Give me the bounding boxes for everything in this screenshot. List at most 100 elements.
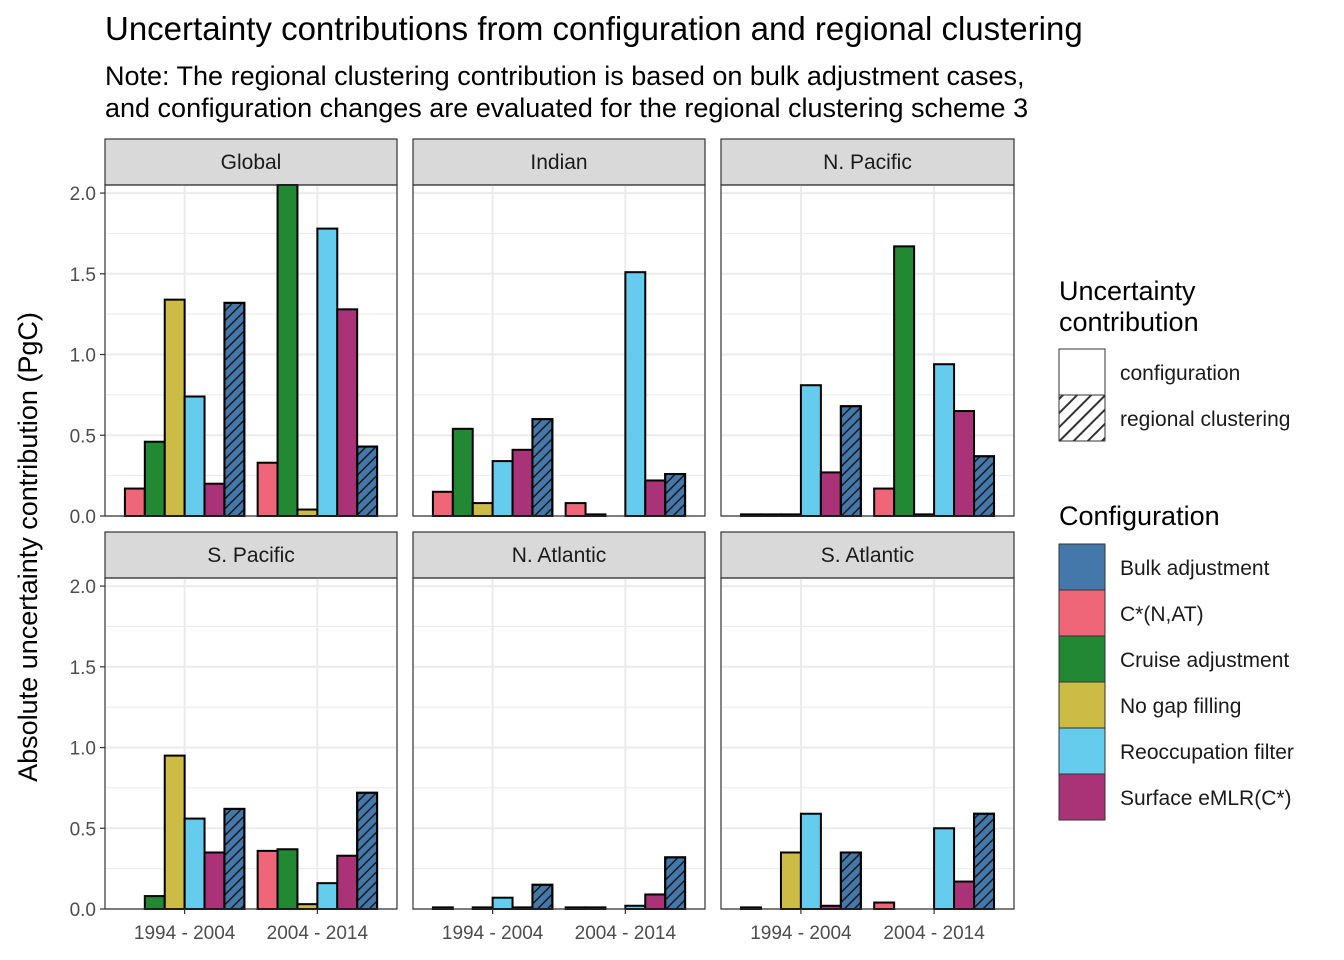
- bar-cruise-adjustment-first-period: [143, 895, 166, 911]
- bar-reoccupation-filter-second-period: [624, 271, 647, 517]
- y-axis-title: Absolute uncertainty contribution (PgC): [13, 312, 43, 782]
- bar-cruise-adjustment-second-period: [893, 245, 916, 517]
- hatch-overlay: [664, 473, 687, 517]
- hatch-overlay: [973, 812, 996, 910]
- hatch-overlay: [839, 405, 862, 517]
- legend-swatch-reoccupation-filter: [1058, 727, 1106, 775]
- bar-c-n-at-second-period: [256, 461, 279, 517]
- bar-no-gap-filling-second-period: [296, 508, 319, 518]
- panel-n-pacific: N. Pacific: [720, 138, 1015, 518]
- facet-strip: [104, 138, 398, 186]
- bar-surface-emlr-c-first-period: [819, 471, 842, 517]
- y-tick-label: 2.0: [70, 184, 96, 205]
- bar-c-n-at-first-period: [123, 487, 146, 517]
- bar-reoccupation-filter-first-period: [491, 460, 514, 518]
- panel-border: [412, 184, 706, 517]
- hatch-overlay: [531, 418, 554, 517]
- legend-label-no-gap-filling: No gap filling: [1120, 695, 1241, 718]
- hatch-overlay: [356, 445, 379, 518]
- bar-reoccupation-filter-first-period: [183, 817, 206, 911]
- x-tick-label: 2004 - 2014: [575, 923, 677, 944]
- y-tick-label: 2.0: [70, 577, 96, 598]
- panel-border: [412, 577, 706, 910]
- bar-c-n-at-second-period: [873, 901, 896, 910]
- bar-reoccupation-filter-first-period: [799, 812, 822, 910]
- legend-label-regional-clustering: regional clustering: [1120, 408, 1290, 431]
- panel-border: [104, 184, 398, 517]
- bar-no-gap-filling-first-period: [163, 754, 186, 910]
- bar-reoccupation-filter-first-period: [183, 395, 206, 517]
- legend-key-hatch: [1058, 394, 1106, 442]
- facet-label: Global: [221, 151, 282, 174]
- bar-surface-emlr-c-second-period: [336, 854, 359, 911]
- chart-title: Uncertainty contributions from configura…: [105, 10, 1083, 47]
- bar-reoccupation-filter-second-period: [316, 227, 339, 517]
- bar-cruise-adjustment-second-period: [276, 848, 299, 911]
- legend-label-configuration: configuration: [1120, 362, 1240, 385]
- panel-n-atlantic: N. Atlantic 1994 - 2004 2004 - 2014: [412, 531, 706, 944]
- bar-surface-emlr-c-first-period: [511, 448, 534, 517]
- hatch-overlay: [664, 856, 687, 911]
- hatch-overlay: [531, 883, 554, 911]
- panel-s-atlantic: S. Atlantic 1994 - 2004 2004 - 2014: [720, 531, 1015, 944]
- bar-no-gap-filling-first-period: [471, 502, 494, 517]
- legend-label-bulk-adjustment: Bulk adjustment: [1120, 557, 1270, 580]
- panel-border: [104, 577, 398, 910]
- legend-title-uncertainty: contribution: [1059, 307, 1199, 337]
- bar-surface-emlr-c-first-period: [203, 851, 226, 910]
- facet-label: Indian: [530, 151, 587, 174]
- bar-c-n-at-second-period: [564, 502, 587, 517]
- facet-label: N. Atlantic: [512, 544, 607, 567]
- x-tick-label: 1994 - 2004: [442, 923, 544, 944]
- bar-reoccupation-filter-second-period: [933, 827, 956, 911]
- legend-swatch-surface-emlr-c: [1058, 773, 1106, 821]
- facet-strip: [412, 531, 706, 579]
- bar-no-gap-filling-first-period: [163, 298, 186, 518]
- bar-reoccupation-filter-first-period: [491, 896, 514, 911]
- legend-swatch-no-gap-filling: [1058, 681, 1106, 729]
- bar-surface-emlr-c-second-period: [336, 308, 359, 518]
- bar-c-n-at-second-period: [256, 849, 279, 910]
- hatch-overlay: [973, 455, 996, 518]
- bar-c-n-at-second-period: [873, 487, 896, 517]
- bar-surface-emlr-c-second-period: [644, 893, 667, 911]
- legend-swatch-c-n-at: [1058, 589, 1106, 637]
- bar-no-gap-filling-first-period: [779, 851, 802, 910]
- legend-label-cruise-adjustment: Cruise adjustment: [1120, 649, 1289, 672]
- y-tick-label: 1.0: [70, 346, 96, 367]
- y-tick-label: 0.5: [70, 426, 96, 447]
- legend-label-c-n-at: C*(N,AT): [1120, 603, 1204, 626]
- hatch-overlay: [223, 301, 246, 517]
- legend-swatch-bulk-adjustment: [1058, 543, 1106, 591]
- y-tick-label: 1.0: [70, 739, 96, 760]
- chart-subtitle: Note: The regional clustering contributi…: [105, 60, 1028, 124]
- y-tick-label: 1.5: [70, 265, 96, 286]
- legend-title-uncertainty: Uncertainty: [1059, 276, 1196, 306]
- x-tick-label: 2004 - 2014: [267, 923, 369, 944]
- hatch-overlay: [223, 807, 246, 911]
- subtitle-line-2: and configuration changes are evaluated …: [105, 93, 1029, 123]
- bar-no-gap-filling-second-period: [296, 903, 319, 911]
- panel-border: [720, 577, 1015, 910]
- hatch-overlay: [356, 791, 379, 910]
- facet-label: S. Pacific: [207, 544, 295, 567]
- bar-reoccupation-filter-first-period: [799, 384, 822, 517]
- bar-cruise-adjustment-second-period: [276, 184, 299, 517]
- panels-layer: Global 0.0 0.5 1.0 1.5 2.0 Indian N. Pacific S. …: [70, 138, 1015, 944]
- bar-cruise-adjustment-first-period: [143, 440, 166, 518]
- y-tick-label: 1.5: [70, 658, 96, 679]
- x-tick-label: 2004 - 2014: [883, 923, 985, 944]
- bar-reoccupation-filter-second-period: [933, 363, 956, 517]
- facet-strip: [720, 138, 1015, 186]
- facet-label: N. Pacific: [823, 151, 912, 174]
- legend-title-configuration: Configuration: [1059, 501, 1220, 531]
- panel-s-pacific: S. Pacific 0.0 0.5 1.0 1.5 2.0 1994 - 2004 2004…: [70, 531, 398, 944]
- x-tick-label: 1994 - 2004: [750, 923, 852, 944]
- bar-surface-emlr-c-second-period: [644, 479, 667, 518]
- legend-label-reoccupation-filter: Reoccupation filter: [1120, 741, 1294, 764]
- bar-surface-emlr-c-second-period: [953, 880, 976, 910]
- legend-swatch-cruise-adjustment: [1058, 635, 1106, 683]
- y-tick-label: 0.5: [70, 819, 96, 840]
